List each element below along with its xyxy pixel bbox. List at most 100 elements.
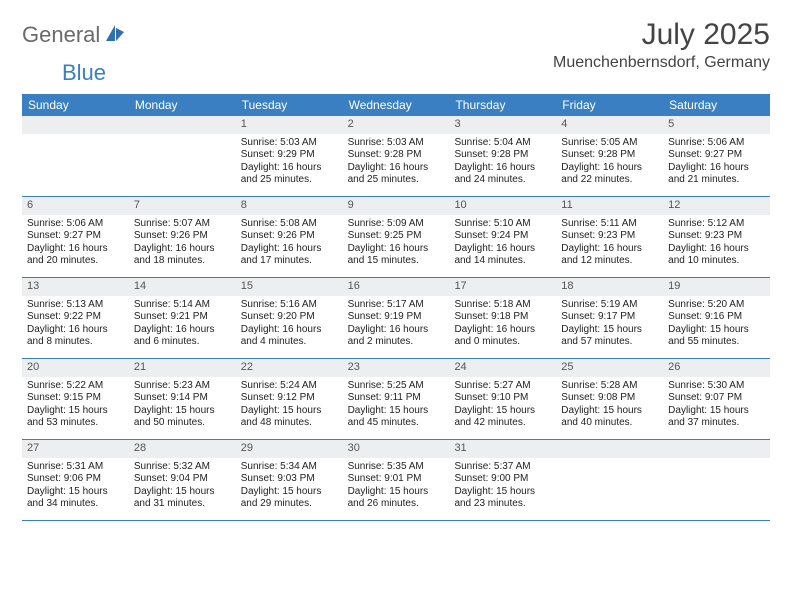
- day-number: 31: [449, 440, 556, 458]
- daylight-line: Daylight: 15 hours and 42 minutes.: [454, 405, 551, 430]
- sunset-line: Sunset: 9:00 PM: [454, 473, 551, 486]
- day-number: 24: [449, 359, 556, 377]
- week-row: 20Sunrise: 5:22 AMSunset: 9:15 PMDayligh…: [22, 359, 770, 440]
- day-number: 13: [22, 278, 129, 296]
- sunrise-line: Sunrise: 5:04 AM: [454, 137, 551, 150]
- day-content: Sunrise: 5:12 AMSunset: 9:23 PMDaylight:…: [663, 215, 770, 273]
- daylight-line: Daylight: 15 hours and 55 minutes.: [668, 324, 765, 349]
- daylight-line: Daylight: 16 hours and 25 minutes.: [348, 162, 445, 187]
- sunset-line: Sunset: 9:04 PM: [134, 473, 231, 486]
- day-content: [556, 458, 663, 466]
- sunset-line: Sunset: 9:12 PM: [241, 392, 338, 405]
- day-cell: 9Sunrise: 5:09 AMSunset: 9:25 PMDaylight…: [343, 197, 450, 277]
- sunrise-line: Sunrise: 5:23 AM: [134, 380, 231, 393]
- daylight-line: Daylight: 16 hours and 15 minutes.: [348, 243, 445, 268]
- day-number: 20: [22, 359, 129, 377]
- day-cell: 14Sunrise: 5:14 AMSunset: 9:21 PMDayligh…: [129, 278, 236, 358]
- sunrise-line: Sunrise: 5:03 AM: [241, 137, 338, 150]
- daylight-line: Daylight: 16 hours and 4 minutes.: [241, 324, 338, 349]
- sunset-line: Sunset: 9:06 PM: [27, 473, 124, 486]
- sunrise-line: Sunrise: 5:18 AM: [454, 299, 551, 312]
- daylight-line: Daylight: 16 hours and 0 minutes.: [454, 324, 551, 349]
- day-cell: [22, 116, 129, 196]
- daylight-line: Daylight: 16 hours and 18 minutes.: [134, 243, 231, 268]
- week-row: 1Sunrise: 5:03 AMSunset: 9:29 PMDaylight…: [22, 116, 770, 197]
- brand-text-general: General: [22, 22, 100, 48]
- day-number: 19: [663, 278, 770, 296]
- day-cell: 10Sunrise: 5:10 AMSunset: 9:24 PMDayligh…: [449, 197, 556, 277]
- sail-icon: [104, 23, 126, 48]
- location-label: Muenchenbernsdorf, Germany: [553, 54, 770, 72]
- sunrise-line: Sunrise: 5:06 AM: [668, 137, 765, 150]
- day-content: Sunrise: 5:32 AMSunset: 9:04 PMDaylight:…: [129, 458, 236, 516]
- day-cell: 3Sunrise: 5:04 AMSunset: 9:28 PMDaylight…: [449, 116, 556, 196]
- daylight-line: Daylight: 16 hours and 8 minutes.: [27, 324, 124, 349]
- sunrise-line: Sunrise: 5:25 AM: [348, 380, 445, 393]
- daylight-line: Daylight: 15 hours and 37 minutes.: [668, 405, 765, 430]
- day-number: 17: [449, 278, 556, 296]
- sunset-line: Sunset: 9:16 PM: [668, 311, 765, 324]
- daylight-line: Daylight: 16 hours and 22 minutes.: [561, 162, 658, 187]
- week-row: 13Sunrise: 5:13 AMSunset: 9:22 PMDayligh…: [22, 278, 770, 359]
- brand-logo: General: [22, 18, 128, 48]
- weekday-monday: Monday: [129, 94, 236, 116]
- day-content: Sunrise: 5:35 AMSunset: 9:01 PMDaylight:…: [343, 458, 450, 516]
- day-number: 22: [236, 359, 343, 377]
- daylight-line: Daylight: 15 hours and 45 minutes.: [348, 405, 445, 430]
- day-content: Sunrise: 5:23 AMSunset: 9:14 PMDaylight:…: [129, 377, 236, 435]
- sunset-line: Sunset: 9:07 PM: [668, 392, 765, 405]
- day-cell: 27Sunrise: 5:31 AMSunset: 9:06 PMDayligh…: [22, 440, 129, 520]
- week-row: 6Sunrise: 5:06 AMSunset: 9:27 PMDaylight…: [22, 197, 770, 278]
- day-number: 15: [236, 278, 343, 296]
- day-number: 28: [129, 440, 236, 458]
- day-cell: 16Sunrise: 5:17 AMSunset: 9:19 PMDayligh…: [343, 278, 450, 358]
- day-content: Sunrise: 5:03 AMSunset: 9:28 PMDaylight:…: [343, 134, 450, 192]
- day-cell: 15Sunrise: 5:16 AMSunset: 9:20 PMDayligh…: [236, 278, 343, 358]
- sunrise-line: Sunrise: 5:31 AM: [27, 461, 124, 474]
- sunrise-line: Sunrise: 5:37 AM: [454, 461, 551, 474]
- day-content: Sunrise: 5:03 AMSunset: 9:29 PMDaylight:…: [236, 134, 343, 192]
- sunrise-line: Sunrise: 5:08 AM: [241, 218, 338, 231]
- day-content: Sunrise: 5:06 AMSunset: 9:27 PMDaylight:…: [22, 215, 129, 273]
- sunrise-line: Sunrise: 5:14 AM: [134, 299, 231, 312]
- daylight-line: Daylight: 15 hours and 50 minutes.: [134, 405, 231, 430]
- day-number: [663, 440, 770, 458]
- day-number: 5: [663, 116, 770, 134]
- sunrise-line: Sunrise: 5:12 AM: [668, 218, 765, 231]
- daylight-line: Daylight: 15 hours and 40 minutes.: [561, 405, 658, 430]
- sunrise-line: Sunrise: 5:05 AM: [561, 137, 658, 150]
- day-content: Sunrise: 5:14 AMSunset: 9:21 PMDaylight:…: [129, 296, 236, 354]
- day-content: Sunrise: 5:13 AMSunset: 9:22 PMDaylight:…: [22, 296, 129, 354]
- sunset-line: Sunset: 9:26 PM: [241, 230, 338, 243]
- daylight-line: Daylight: 15 hours and 48 minutes.: [241, 405, 338, 430]
- day-number: 30: [343, 440, 450, 458]
- day-cell: 22Sunrise: 5:24 AMSunset: 9:12 PMDayligh…: [236, 359, 343, 439]
- day-cell: 29Sunrise: 5:34 AMSunset: 9:03 PMDayligh…: [236, 440, 343, 520]
- sunset-line: Sunset: 9:27 PM: [668, 149, 765, 162]
- sunrise-line: Sunrise: 5:06 AM: [27, 218, 124, 231]
- day-cell: 12Sunrise: 5:12 AMSunset: 9:23 PMDayligh…: [663, 197, 770, 277]
- day-cell: 31 Sunrise: 5:37 AMSunset: 9:00 PMDayligh…: [449, 440, 556, 520]
- day-number: 29: [236, 440, 343, 458]
- sunset-line: Sunset: 9:28 PM: [454, 149, 551, 162]
- day-cell: 6Sunrise: 5:06 AMSunset: 9:27 PMDaylight…: [22, 197, 129, 277]
- sunrise-line: Sunrise: 5:20 AM: [668, 299, 765, 312]
- day-number: 14: [129, 278, 236, 296]
- sunset-line: Sunset: 9:01 PM: [348, 473, 445, 486]
- day-number: [556, 440, 663, 458]
- daylight-line: Daylight: 16 hours and 6 minutes.: [134, 324, 231, 349]
- sunrise-line: Sunrise: 5:22 AM: [27, 380, 124, 393]
- daylight-line: Daylight: 15 hours and 23 minutes.: [454, 486, 551, 511]
- daylight-line: Daylight: 15 hours and 29 minutes.: [241, 486, 338, 511]
- day-cell: 1Sunrise: 5:03 AMSunset: 9:29 PMDaylight…: [236, 116, 343, 196]
- day-number: [22, 116, 129, 134]
- sunset-line: Sunset: 9:29 PM: [241, 149, 338, 162]
- sunset-line: Sunset: 9:27 PM: [27, 230, 124, 243]
- sunrise-line: Sunrise: 5:34 AM: [241, 461, 338, 474]
- sunset-line: Sunset: 9:25 PM: [348, 230, 445, 243]
- sunset-line: Sunset: 9:19 PM: [348, 311, 445, 324]
- day-content: [129, 134, 236, 142]
- sunrise-line: Sunrise: 5:11 AM: [561, 218, 658, 231]
- day-number: 9: [343, 197, 450, 215]
- daylight-line: Daylight: 15 hours and 26 minutes.: [348, 486, 445, 511]
